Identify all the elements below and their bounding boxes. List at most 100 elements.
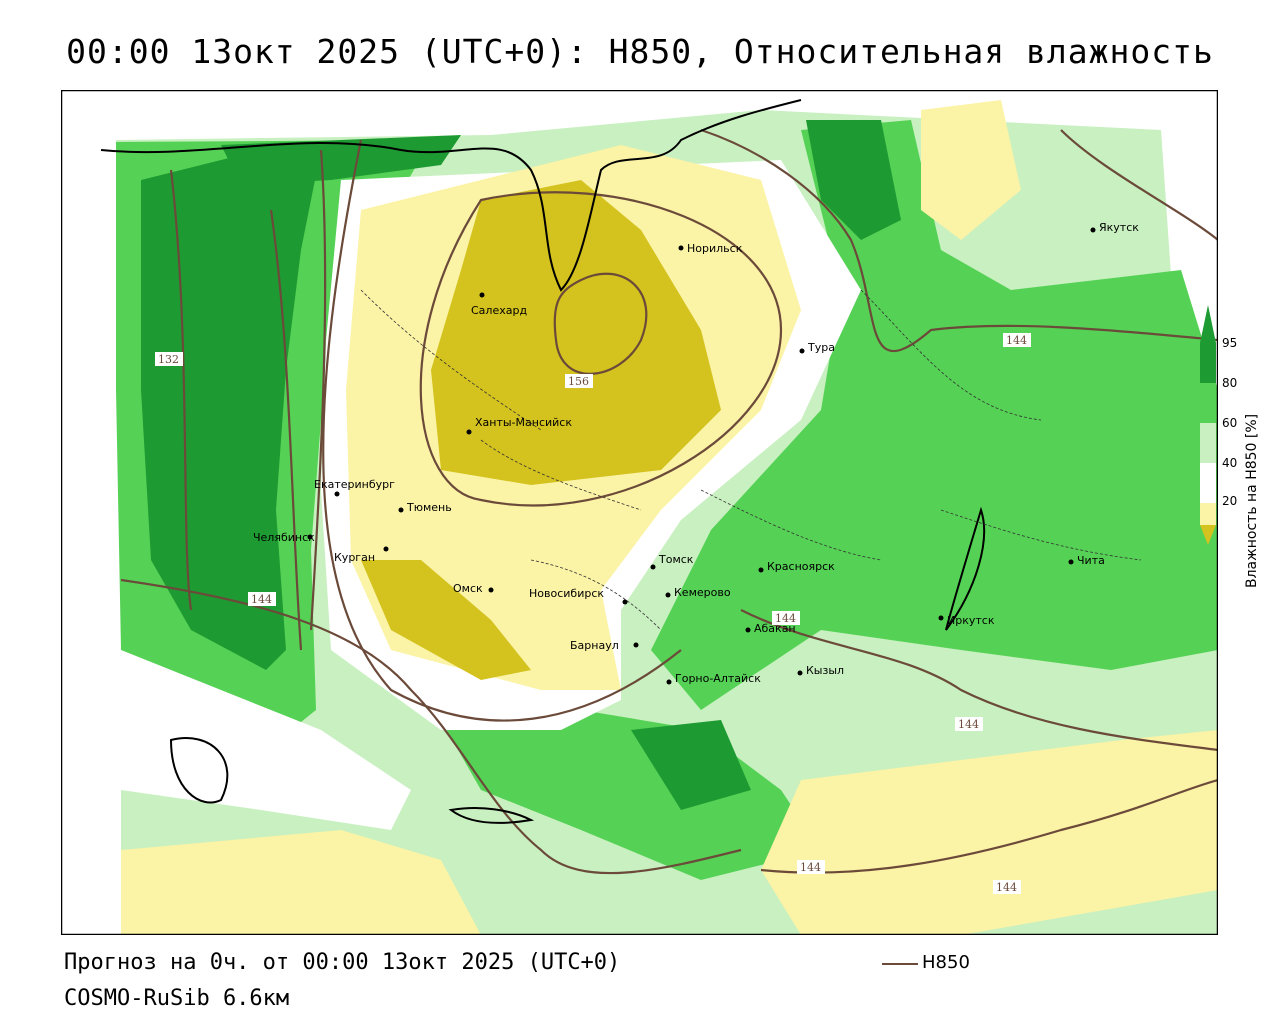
isoline-144-east	[700, 128, 1218, 353]
lake-baikal	[945, 506, 985, 631]
colorbar-segment-very-dry	[1200, 525, 1216, 545]
city-marker	[1068, 559, 1074, 565]
colorbar-segment-dry	[1200, 503, 1216, 525]
city-chelyabinsk: Челябинск	[253, 531, 315, 544]
isoline-144-far-se	[760, 778, 1218, 874]
region-borders	[360, 289, 1142, 631]
isoline-132-c	[309, 149, 327, 631]
city-marker	[334, 491, 340, 497]
isoline-144-ring	[419, 191, 783, 507]
colorbar-segment-wet	[1200, 383, 1216, 423]
city-marker	[466, 429, 472, 435]
humidity-zone-very-wet-south	[631, 720, 751, 810]
city-gorno-altaysk: Горно-Алтайск	[675, 672, 761, 685]
city-kurgan: Курган	[334, 551, 375, 564]
isoline-132	[169, 169, 193, 611]
city-krasnoyarsk: Красноярск	[767, 560, 835, 573]
city-marker	[799, 348, 805, 354]
city-marker	[398, 507, 404, 513]
humidity-zone-dry-east	[921, 100, 1021, 240]
colorbar-tick: 40	[1222, 456, 1238, 470]
colorbar-title: Влажность на H850 [%]	[1244, 413, 1260, 588]
isoline-label-box	[772, 611, 800, 625]
isoline-label-box	[1003, 333, 1031, 347]
coastline-arctic	[100, 99, 802, 292]
isoline-label: 156	[568, 375, 589, 388]
city-marker	[758, 567, 764, 573]
legend-line-label: H850	[922, 952, 970, 973]
map-frame	[61, 90, 1218, 935]
isoline-144-south	[120, 578, 742, 875]
cities: Норильск Якутск Салехард Тура Ханты-Манс…	[253, 221, 1139, 685]
city-marker	[678, 245, 684, 251]
isoline-labels: 132 144 156 144 144 144 144 144	[155, 333, 1031, 894]
isoline-label: 144	[1006, 334, 1027, 347]
city-irkutsk: Иркутск	[947, 614, 995, 627]
city-norilsk: Норильск	[687, 242, 743, 255]
city-kemerovo: Кемерово	[674, 586, 731, 599]
isoline-label: 144	[800, 861, 821, 874]
colorbar-segment-moist	[1200, 423, 1216, 463]
forecast-info: Прогноз на 0ч. от 00:00 13окт 2025 (UTC+…	[64, 950, 621, 975]
colorbar-segment-very-wet	[1200, 305, 1216, 343]
city-omsk: Омск	[453, 582, 483, 595]
isoline-label: 144	[996, 881, 1017, 894]
isoline-label-box	[797, 860, 825, 874]
city-yakutsk: Якутск	[1099, 221, 1139, 234]
city-khanty-mansiysk: Ханты-Мансийск	[475, 416, 572, 429]
city-chita: Чита	[1077, 554, 1105, 567]
humidity-zone-neutral-southwest	[121, 650, 411, 830]
coastlines	[100, 99, 985, 824]
city-marker	[666, 679, 672, 685]
balkhash-lake	[448, 807, 535, 824]
isoline-label-box	[248, 592, 276, 606]
model-info: COSMO-RuSib 6.6км	[64, 986, 290, 1011]
humidity-zone-dry-southeast	[761, 730, 1218, 935]
legend-line-swatch	[882, 963, 918, 965]
colorbar-segment-very-wet	[1200, 343, 1216, 383]
isoline-label-box	[565, 374, 593, 388]
isoline-144-west	[322, 139, 682, 722]
isoline-132-b	[269, 209, 303, 651]
isoline-label-box	[955, 717, 983, 731]
city-marker	[479, 292, 485, 298]
city-marker	[307, 534, 313, 540]
colorbar-segment-neutral	[1200, 463, 1216, 503]
city-marker	[1090, 227, 1096, 233]
caspian-coast	[169, 737, 229, 804]
city-abakan: Абакан	[754, 622, 796, 635]
city-marker	[745, 627, 751, 633]
city-kyzyl: Кызыл	[806, 664, 844, 677]
city-tomsk: Томск	[658, 553, 694, 566]
city-yekaterinburg: Екатеринбург	[314, 478, 395, 491]
humidity-colorbar	[1200, 305, 1216, 545]
isoline-label: 132	[158, 353, 179, 366]
isolines	[120, 128, 1218, 875]
city-marker	[650, 564, 656, 570]
city-novosibirsk: Новосибирск	[529, 587, 604, 600]
city-tyumen: Тюмень	[406, 501, 452, 514]
humidity-zone-wet-east	[651, 120, 1218, 710]
map-title: 00:00 13окт 2025 (UTC+0): H850, Относите…	[66, 32, 1214, 71]
isoline-label-box	[993, 880, 1021, 894]
colorbar-tick: 95	[1222, 336, 1238, 350]
isoline-label: 144	[775, 612, 796, 625]
city-marker	[665, 592, 671, 598]
colorbar-tick: 20	[1222, 494, 1238, 508]
isoline-label-box	[155, 352, 183, 366]
isoline-144-se	[740, 609, 1218, 752]
city-salekhard: Салехард	[471, 304, 527, 317]
humidity-map: 132 144 156 144 144 144 144 144 Норильск…	[61, 90, 1218, 935]
isoline-156	[553, 272, 648, 375]
city-marker	[938, 615, 944, 621]
city-marker	[488, 587, 494, 593]
city-marker	[797, 670, 803, 676]
city-marker	[633, 642, 639, 648]
humidity-zone-very-dry-south	[361, 560, 531, 680]
isoline-label: 144	[251, 593, 272, 606]
city-tura: Тура	[807, 341, 835, 354]
humidity-zone-very-dry-north	[431, 180, 721, 485]
humidity-zone-dry-southwest	[121, 830, 481, 935]
city-barnaul: Барнаул	[570, 639, 619, 652]
isoline-label: 144	[958, 718, 979, 731]
